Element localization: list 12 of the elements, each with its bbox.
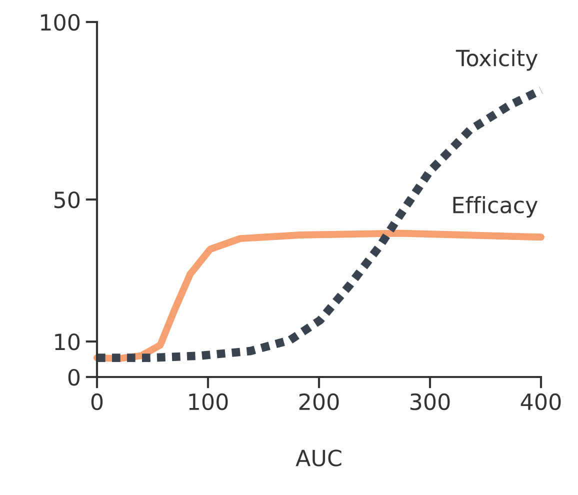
series-label: Efficacy: [453, 196, 538, 218]
x-tick-label: 100: [189, 393, 228, 410]
x-tick-label: 200: [299, 393, 339, 410]
y-tick-label: 0: [68, 368, 80, 386]
x-tick-label: 400: [520, 393, 561, 410]
y-tick-label: 50: [54, 191, 80, 208]
y-tick-label: 100: [41, 14, 80, 31]
x-axis-title: AUC: [296, 450, 342, 466]
y-tick-label: 10: [55, 333, 80, 350]
x-tick-label: 0: [91, 393, 103, 410]
x-tick-label: 300: [410, 393, 450, 410]
series-label: Toxicity: [456, 49, 538, 71]
